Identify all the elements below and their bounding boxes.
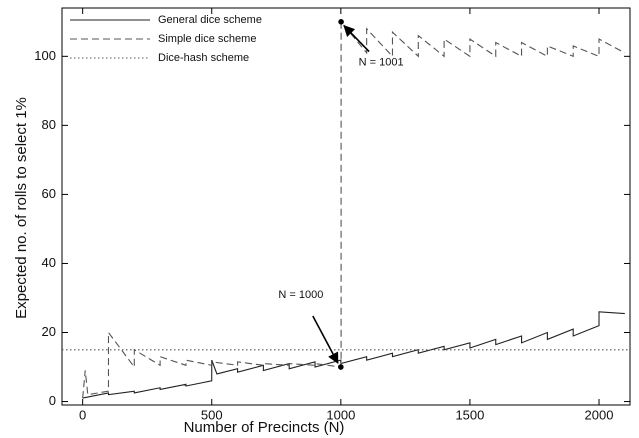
y-tick-label: 20 [42,324,56,339]
x-axis-label: Number of Precincts (N) [184,419,345,436]
annotation-arrow [343,25,370,53]
annotation-label: N = 1000 [278,289,323,301]
y-tick-label: 40 [42,255,56,270]
x-tick-label: 1500 [455,407,484,422]
y-tick-label: 60 [42,186,56,201]
x-tick-label: 500 [201,407,223,422]
annotation-label: N = 1001 [359,57,404,69]
annotation-point [338,364,344,370]
plot-frame [61,7,631,406]
annotation-arrow [312,315,339,365]
series-line [82,311,625,399]
legend-label: Simple dice scheme [158,33,256,45]
y-tick-label: 100 [34,48,56,63]
series-line [82,20,626,399]
x-tick-label: 2000 [585,407,614,422]
x-tick-label: 1000 [326,407,355,422]
x-tick-label: 0 [79,407,86,422]
annotation-point [338,19,344,25]
legend-label: Dice-hash scheme [158,52,249,64]
y-tick-label: 0 [49,393,56,408]
y-tick-label: 80 [42,117,56,132]
y-axis-label: Expected no. of rolls to select 1% [13,97,30,319]
legend-label: General dice scheme [158,14,262,26]
